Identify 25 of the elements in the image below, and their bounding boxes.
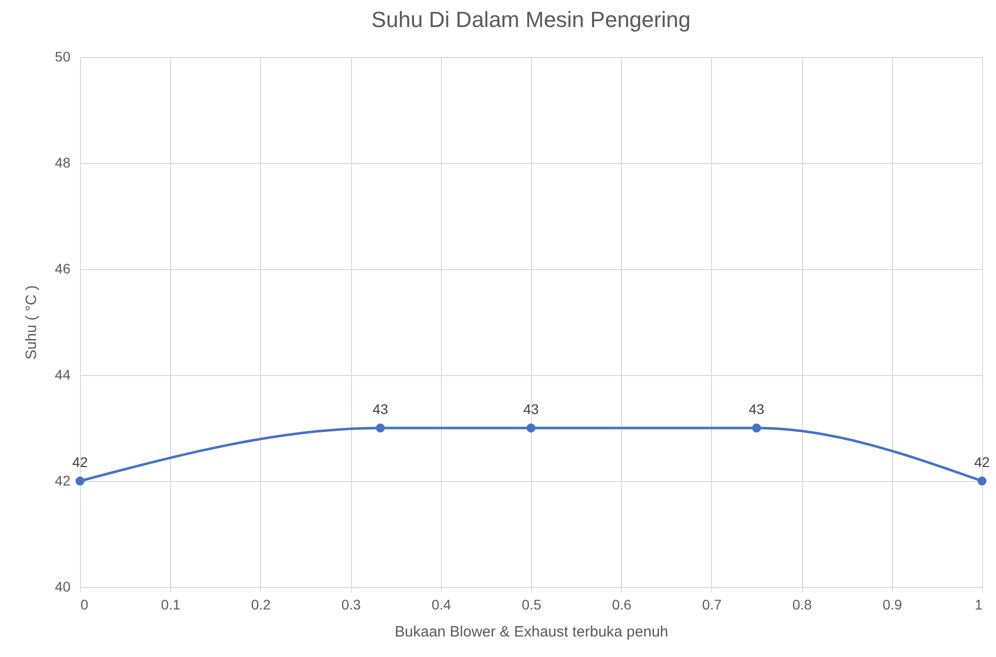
data-label: 42 <box>974 454 990 470</box>
y-tick-label: 48 <box>54 154 71 170</box>
y-tick-label: 50 <box>54 48 71 64</box>
y-tick-label: 44 <box>54 366 71 382</box>
data-label: 43 <box>748 401 764 417</box>
data-label: 42 <box>72 454 88 470</box>
data-label: 43 <box>523 401 539 417</box>
x-axis-title: Bukaan Blower & Exhaust terbuka penuh <box>394 624 668 640</box>
x-tick-label: 1 <box>974 596 983 612</box>
y-tick-label: 40 <box>54 578 71 594</box>
x-tick-label: 0.4 <box>432 596 452 612</box>
y-axis-title: Suhu ( °C ) <box>22 285 40 360</box>
x-tick-label: 0.1 <box>160 596 181 612</box>
y-tick-label: 46 <box>54 260 71 276</box>
x-tick-label: 0.7 <box>702 596 722 612</box>
y-tick-label: 42 <box>54 472 71 488</box>
data-label: 43 <box>372 401 388 417</box>
x-tick-label: 0.8 <box>792 596 812 612</box>
chart-title: Suhu Di Dalam Mesin Pengering <box>371 7 691 32</box>
x-tick-label: 0 <box>80 596 88 612</box>
x-tick-label: 0.9 <box>882 596 902 612</box>
x-tick-label: 0.3 <box>341 596 362 612</box>
x-tick-label: 0.6 <box>612 596 632 612</box>
x-tick-label: 0.2 <box>251 596 271 612</box>
x-tick-label: 0.5 <box>522 596 542 612</box>
